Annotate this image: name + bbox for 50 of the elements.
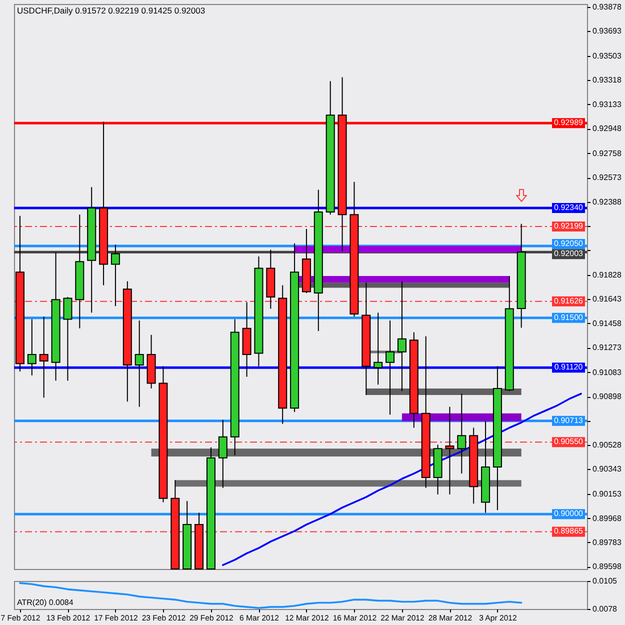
y-tick-label: 0.92388	[592, 197, 622, 206]
candlestick	[457, 393, 466, 474]
y-tick-label: 0.93503	[592, 51, 622, 60]
y-tick-label: 0.92758	[592, 148, 622, 158]
ref-line-label: 0.89865	[554, 526, 584, 536]
y-tick-label: 0.93133	[592, 100, 622, 109]
candlestick	[374, 312, 383, 386]
y-tick-label: 0.89783	[592, 538, 622, 547]
candlestick	[27, 318, 36, 376]
line-series	[222, 392, 582, 566]
candlestick	[134, 320, 144, 408]
y-tick-label: 0.90528	[592, 440, 622, 450]
ref-line-label: 0.92199	[554, 221, 584, 230]
y-tick-label: 0.93693	[592, 26, 622, 36]
ref-line-label: 0.92050	[554, 238, 584, 248]
y-tick-label: 0.0078	[592, 604, 618, 614]
y-tick-label: 0.90898	[592, 392, 622, 402]
y-tick-label: 0.93878	[592, 2, 622, 12]
ref-line-label: 0.92989	[554, 118, 584, 128]
ref-line-label: 0.91120	[554, 362, 584, 372]
candlestick	[445, 406, 454, 495]
ref-line-label: 0.90000	[554, 509, 584, 518]
ref-line-label: 0.91500	[554, 312, 584, 322]
candlestick	[386, 320, 395, 416]
y-tick-label: 0.92948	[592, 124, 622, 134]
y-tick-label: 0.91643	[592, 294, 622, 304]
candlestick	[63, 296, 72, 382]
y-tick-label: 0.91273	[592, 343, 622, 352]
ref-line-label: 0.91626	[554, 296, 584, 306]
line-series	[19, 582, 522, 609]
y-tick-label: 0.91458	[592, 318, 622, 328]
y-tick-label: 0.90343	[592, 464, 622, 474]
y-tick-label: 0.91083	[592, 368, 622, 377]
candlestick	[110, 244, 120, 307]
text: ATR(20) 0.0084	[17, 598, 74, 607]
candlestick	[39, 316, 48, 398]
y-tick-label: 0.0105	[592, 576, 618, 586]
ref-line-label: 0.92340	[554, 203, 584, 212]
y-tick-label: 0.89968	[592, 514, 622, 523]
ref-line-label: 0.92003	[554, 249, 584, 258]
y-tick-label: 0.92573	[592, 173, 622, 182]
chart-title: USDCHF,Daily 0.91572 0.92219 0.91425 0.92003	[17, 5, 206, 16]
ref-line-label: 0.90713	[554, 416, 584, 425]
y-tick-label: 0.89598	[592, 562, 622, 572]
candlestick	[218, 419, 228, 488]
ref-line-label: 0.90550	[554, 437, 584, 446]
y-tick-label: 0.90153	[592, 490, 622, 499]
y-tick-label: 0.91828	[592, 270, 622, 280]
y-tick-label: 0.93318	[592, 76, 622, 85]
candlestick	[397, 280, 406, 392]
